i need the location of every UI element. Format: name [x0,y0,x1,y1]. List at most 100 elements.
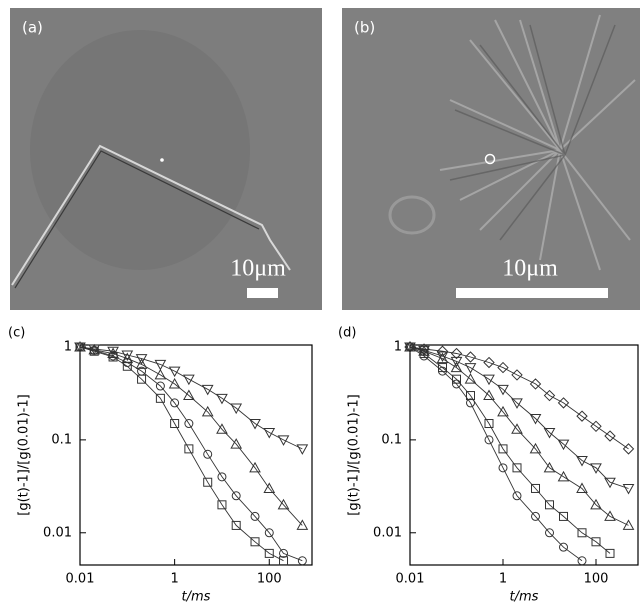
y-tick-label: 0.1 [51,432,72,447]
marker-triangle-up [263,482,276,493]
x-axis-label: t/ms [510,590,539,604]
texture [388,195,436,235]
marker-circle [438,366,448,376]
marker-triangle-up [277,498,290,510]
y-tick-label: 1 [64,339,72,354]
marker-circle [531,511,541,521]
marker-diamond [511,369,523,381]
panel-label: (b) [354,19,375,37]
series-line [409,346,611,554]
marker-triangle-down [183,374,195,386]
marker-circle [512,491,522,501]
marker-triangle-up [201,405,214,417]
marker-triangle-down [590,463,602,474]
marker-triangle-down [511,398,523,409]
y-tick-label: 0.01 [373,525,402,540]
plot-frame [409,344,639,566]
marker-square [484,419,494,429]
image-background [342,8,640,310]
marker-triangle-down [135,354,148,365]
marker-diamond [450,347,463,360]
marker-triangle-down [450,356,463,368]
marker-triangle-down [277,435,290,446]
texture [30,30,250,270]
marker-triangle-down [436,351,449,363]
marker-circle [137,366,147,376]
x-tick-label: 1 [170,572,178,587]
scale-bar [247,288,278,298]
marker-square [184,444,194,454]
marker-circle [484,435,494,445]
marker-triangle-down [216,393,228,405]
marker-triangle-down [121,350,134,362]
marker-diamond [483,356,495,369]
marker-triangle-up [168,377,181,389]
scale-bar [456,288,608,298]
marker-triangle-down [622,483,635,495]
marker-triangle-up [230,438,243,449]
series-line [79,346,284,562]
marker-triangle-down [604,477,616,489]
marker-square [170,419,180,429]
marker-triangle-up [107,347,119,359]
marker-circle [545,528,555,538]
marker-triangle-up [590,498,602,510]
series-line [79,346,303,562]
marker-triangle-down [263,428,276,439]
marker-triangle-down [107,346,119,358]
measurement-spot [484,153,496,165]
marker-triangle-up [497,405,509,417]
marker-square [155,393,165,403]
marker-square [465,391,475,401]
marker-triangle-down [296,444,309,455]
marker-triangle-up [604,510,616,521]
panel-label: (d) [338,326,356,341]
marker-triangle-up [543,461,556,473]
marker-triangle-down [74,342,86,353]
marker-square [559,511,569,521]
marker-square [531,483,541,493]
marker-circle [279,548,289,558]
marker-triangle-down [230,403,243,415]
plot-frame [79,344,313,566]
marker-square [264,548,274,558]
marker-circle [577,556,587,566]
marker-triangle-up [511,423,523,434]
marker-triangle-up [296,519,309,530]
marker-triangle-up [121,352,134,364]
marker-diamond [464,351,477,363]
marker-triangle-up [622,519,635,530]
marker-square [498,444,508,454]
marker-circle [264,528,274,538]
marker-triangle-down [557,439,570,451]
marker-triangle-down [249,419,261,430]
marker-circle [559,542,569,552]
marker-circle [452,379,462,389]
marker-triangle-down [168,366,181,378]
marker-circle [297,556,307,566]
marker-triangle-up [483,389,495,401]
marker-circle [217,472,227,482]
micrograph-a: (a) 10μm [10,8,322,310]
marker-circle [250,511,260,521]
marker-triangle-up [450,361,463,373]
marker-circle [155,381,165,391]
x-tick-label: 100 [257,572,282,587]
marker-triangle-up [154,368,167,380]
marker-square [577,528,587,538]
marker-triangle-down [201,384,214,396]
x-tick-label: 0.01 [66,572,95,587]
marker-diamond [543,389,556,402]
marker-circle [231,491,241,501]
marker-square [203,477,213,487]
marker-square [250,537,260,547]
marker-triangle-down [483,374,495,386]
spherulite-texture [449,24,616,241]
marker-diamond [557,397,570,409]
spherulite-texture [439,14,636,271]
x-tick-label: 0.01 [396,572,425,587]
marker-square [591,537,601,547]
marker-circle [498,463,508,473]
marker-triangle-down [464,363,477,374]
